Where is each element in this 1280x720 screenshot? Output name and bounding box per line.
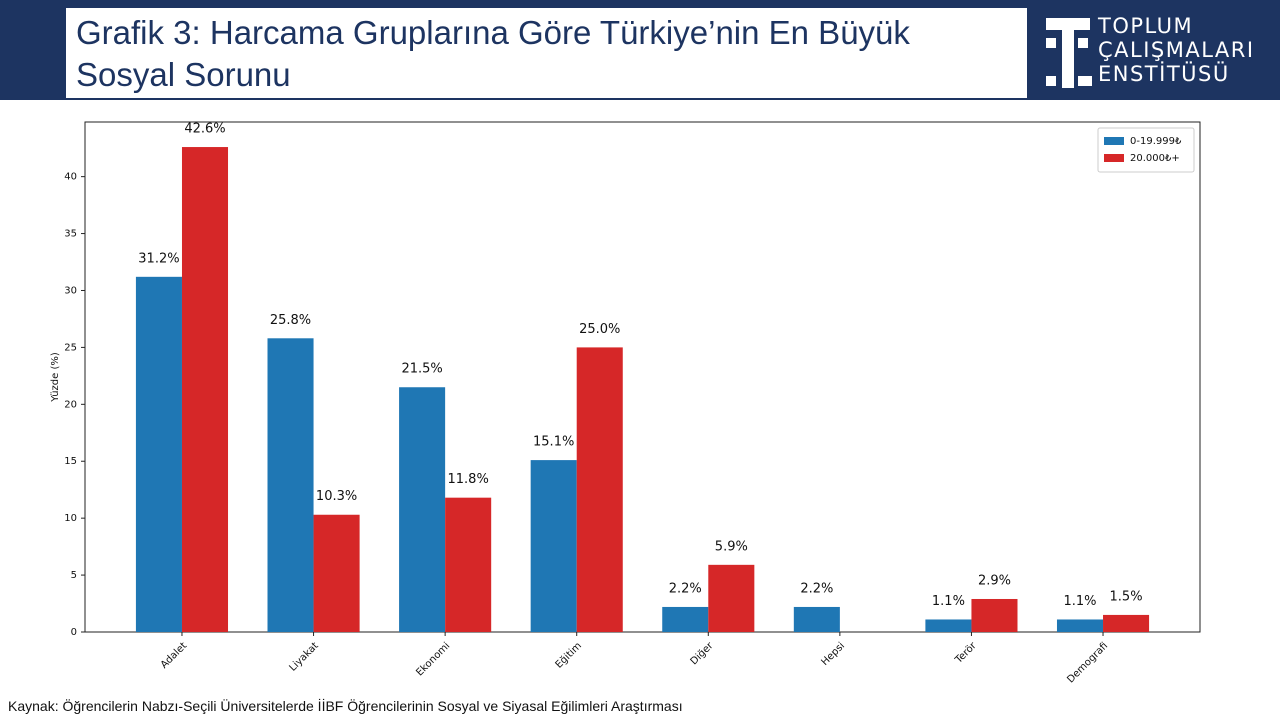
- y-tick-label: 15: [64, 456, 77, 467]
- legend-swatch: [1104, 137, 1124, 145]
- value-label: 2.2%: [669, 581, 702, 596]
- bar: [576, 347, 623, 632]
- y-tick-label: 5: [71, 570, 77, 581]
- x-tick-label: Terör: [953, 640, 980, 667]
- bar: [971, 598, 1018, 632]
- bar: [1056, 619, 1104, 632]
- logo-line: ENSTİTÜSÜ: [1098, 62, 1230, 86]
- bar: [445, 497, 492, 632]
- x-tick-label: Hepsi: [820, 640, 848, 668]
- legend-label: 20.000₺+: [1130, 153, 1180, 164]
- bar: [399, 387, 446, 632]
- x-tick-label: Diğer: [688, 639, 716, 667]
- bar: [181, 147, 229, 632]
- y-tick-label: 0: [71, 627, 77, 638]
- bar: [313, 514, 360, 632]
- value-label: 21.5%: [401, 362, 442, 377]
- value-label: 25.0%: [579, 322, 620, 337]
- value-label: 11.8%: [448, 472, 489, 487]
- y-tick-label: 35: [64, 229, 77, 240]
- x-tick-label: Liyakat: [288, 640, 321, 673]
- y-tick-label: 10: [64, 513, 77, 524]
- value-label: 1.5%: [1110, 589, 1143, 604]
- bar: [135, 276, 182, 632]
- bar: [530, 460, 577, 632]
- x-tick-label: Eğitim: [553, 640, 584, 671]
- legend-label: 0-19.999₺: [1130, 136, 1182, 147]
- value-label: 10.3%: [316, 489, 357, 504]
- logo-line: ÇALIŞMALARI: [1098, 38, 1255, 62]
- legend-swatch: [1104, 154, 1124, 162]
- value-label: 42.6%: [184, 122, 225, 137]
- value-label: 1.1%: [1063, 594, 1096, 609]
- y-tick-label: 25: [64, 342, 77, 353]
- logo: TOPLUM ÇALIŞMALARI ENSTİTÜSÜ: [1098, 14, 1255, 86]
- value-label: 2.9%: [978, 573, 1011, 588]
- value-label: 2.2%: [800, 581, 833, 596]
- value-label: 1.1%: [932, 594, 965, 609]
- bar: [708, 564, 755, 632]
- title-line: Grafik 3: Harcama Gruplarına Göre Türkiy…: [76, 14, 910, 51]
- bar: [925, 619, 972, 632]
- title-line: Sosyal Sorunu: [76, 56, 291, 93]
- value-label: 31.2%: [138, 251, 179, 266]
- bar: [662, 606, 709, 632]
- source-note: Kaynak: Öğrencilerin Nabzı-Seçili Üniver…: [8, 698, 683, 714]
- value-label: 25.8%: [270, 313, 311, 328]
- y-tick-label: 30: [64, 285, 77, 296]
- value-label: 5.9%: [715, 539, 748, 554]
- y-tick-label: 40: [64, 172, 77, 183]
- logo-line: TOPLUM: [1098, 14, 1194, 38]
- x-tick-label: Adalet: [159, 640, 189, 670]
- x-tick-label: Ekonomi: [414, 640, 452, 678]
- plot-frame: [84, 121, 1201, 633]
- y-axis-label: Yüzde (%): [50, 352, 61, 403]
- bar: [267, 338, 314, 632]
- bar: [1103, 614, 1150, 632]
- value-label: 15.1%: [533, 435, 574, 450]
- bar: [793, 606, 840, 632]
- y-tick-label: 20: [64, 399, 77, 410]
- legend-frame: [1097, 127, 1195, 173]
- title-box: Grafik 3: Harcama Gruplarına Göre Türkiy…: [66, 8, 1027, 98]
- x-tick-label: Demografi: [1065, 640, 1110, 685]
